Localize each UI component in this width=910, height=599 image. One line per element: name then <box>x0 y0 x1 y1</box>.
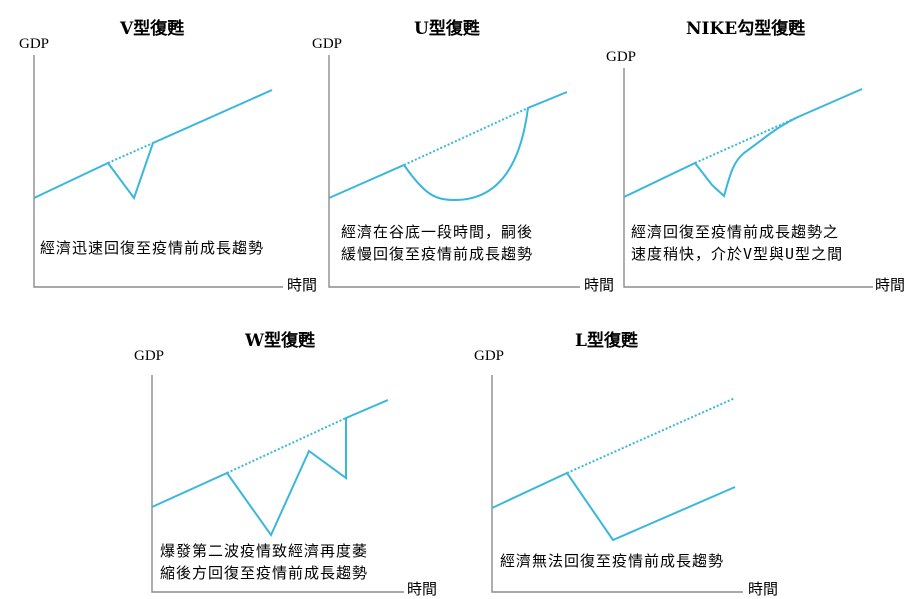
v-panel-graph <box>33 55 283 288</box>
u-trend-dotted <box>403 107 529 166</box>
l-curve <box>491 471 736 542</box>
w-panel-graph <box>151 375 404 593</box>
nike-axes <box>623 68 873 288</box>
l-axes <box>491 375 743 593</box>
nike-desc-line-2: 速度稍快，介於V型與U型之間 <box>631 245 844 263</box>
nike-title: NIKE勾型復甦 <box>686 19 806 39</box>
l-panel-graph <box>491 375 743 593</box>
w-title: W型復甦 <box>245 331 316 351</box>
u-description: 經濟在谷底一段時間，嗣後 緩慢回復至疫情前成長趨勢 <box>341 221 533 265</box>
w-description: 爆發第二波疫情致經濟再度萎 縮後方回復至疫情前成長趨勢 <box>160 540 368 584</box>
u-curve <box>328 91 568 202</box>
nike-curve <box>623 88 863 198</box>
v-trend-dotted <box>107 142 154 164</box>
w-axes <box>151 375 404 593</box>
u-panel-graph <box>328 55 580 288</box>
w-y-axis-label: GDP <box>134 348 165 364</box>
u-x-axis-label: 時間 <box>584 276 615 294</box>
nike-desc-line-1: 經濟回復至疫情前成長趨勢之 <box>631 223 840 241</box>
nike-trend-dotted <box>694 116 799 164</box>
u-desc-line-1: 經濟在谷底一段時間，嗣後 <box>341 223 534 241</box>
nike-y-axis-label: GDP <box>606 49 637 65</box>
l-title: L型復甦 <box>575 331 638 351</box>
v-description: 經濟迅速回復至疫情前成長趨勢 <box>40 237 264 259</box>
u-desc-line-2: 緩慢回復至疫情前成長趨勢 <box>341 245 534 263</box>
u-y-axis-label: GDP <box>312 36 343 52</box>
v-title: V型復甦 <box>120 19 185 39</box>
v-x-axis-label: 時間 <box>287 276 318 294</box>
u-axes <box>328 55 580 288</box>
w-x-axis-label: 時間 <box>407 580 438 598</box>
v-axes <box>33 55 283 288</box>
v-y-axis-label: GDP <box>19 36 50 52</box>
v-desc-line-1: 經濟迅速回復至疫情前成長趨勢 <box>40 239 265 257</box>
l-desc-line-1: 經濟無法回復至疫情前成長趨勢 <box>500 552 725 570</box>
u-title: U型復甦 <box>414 19 480 39</box>
l-y-axis-label: GDP <box>474 348 505 364</box>
nike-description: 經濟回復至疫情前成長趨勢之 速度稍快，介於V型與U型之間 <box>631 221 843 265</box>
w-desc-line-1: 爆發第二波疫情致經濟再度萎 <box>160 542 369 560</box>
l-x-axis-label: 時間 <box>748 580 779 598</box>
w-curve <box>151 399 389 537</box>
w-desc-line-2: 縮後方回復至疫情前成長趨勢 <box>160 564 369 582</box>
w-trend-dotted <box>226 417 347 474</box>
nike-panel-graph <box>623 68 873 288</box>
l-trend-dotted <box>566 397 736 474</box>
v-curve <box>33 89 273 201</box>
nike-x-axis-label: 時間 <box>875 276 906 294</box>
l-description: 經濟無法回復至疫情前成長趨勢 <box>500 550 724 572</box>
